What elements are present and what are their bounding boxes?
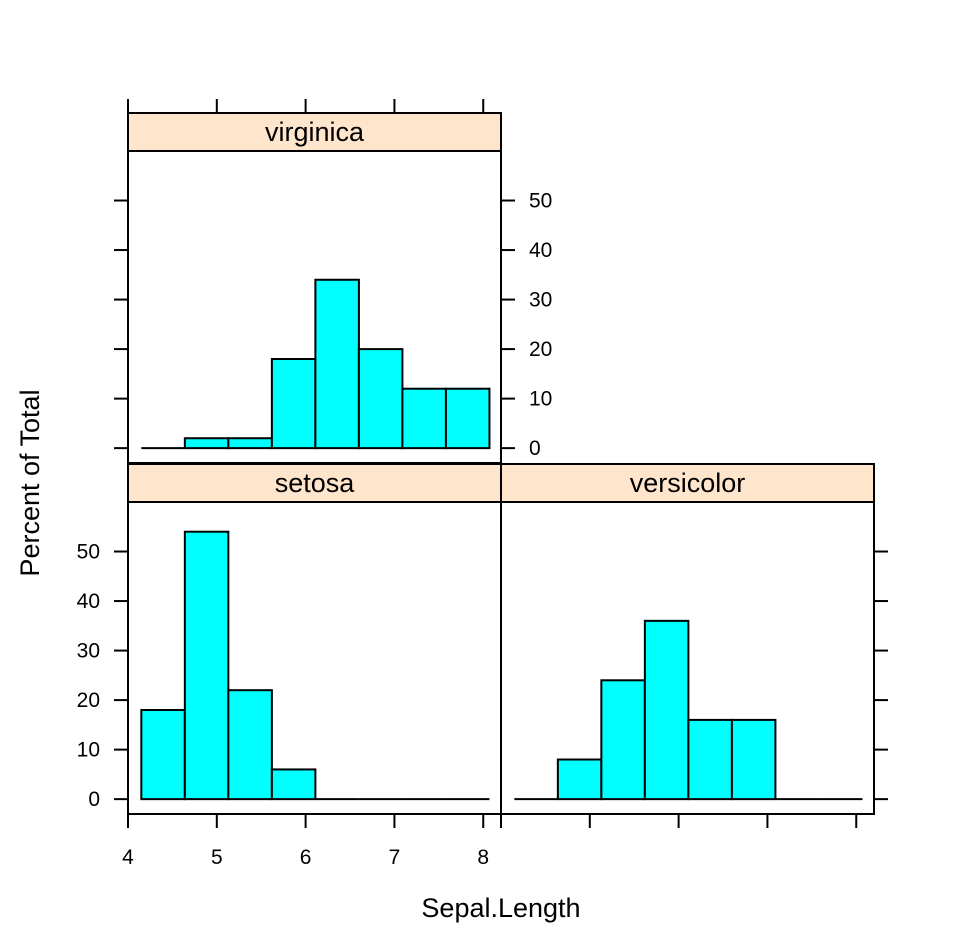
panel-virginica: virginica 0 10 20 30 40 50 [114,99,552,464]
y-tick-label: 0 [88,788,100,811]
x-tick-label: 6 [300,846,312,869]
bar [270,358,317,450]
strip-label-versicolor: versicolor [630,468,746,498]
bar [643,619,690,801]
y-tick-label: 20 [77,689,100,712]
y-axis-title: Percent of Total [15,389,45,576]
bar [183,437,230,450]
y-tick-label: 30 [529,289,552,312]
bar [140,709,186,801]
bar [357,348,404,450]
bar [183,530,230,801]
x-axis-title: Sepal.Length [421,893,580,923]
panel-frame-versicolor [500,501,875,815]
bar [227,689,273,801]
y-tick-label: 40 [77,590,100,613]
panels-layer: setosa 0 10 20 30 40 50 4 5 6 7 8 versicolor virginic… [77,99,888,869]
strip-label-setosa: setosa [275,468,356,498]
bar [556,758,603,801]
y-tick-label: 10 [529,388,552,411]
x-tick-label: 8 [477,846,489,869]
bar [730,718,777,801]
bar [401,387,447,450]
bar [270,768,317,801]
panel-setosa: setosa 0 10 20 30 40 50 4 5 6 7 8 [77,463,502,869]
y-tick-label: 0 [529,437,541,460]
y-tick-label: 10 [77,739,100,762]
bar [227,437,273,450]
bar [687,718,733,801]
x-tick-label: 5 [211,846,223,869]
bar [600,679,646,801]
panel-frame-virginica [127,150,502,464]
bar [444,387,491,450]
y-tick-label: 40 [529,239,552,262]
bar [314,278,360,450]
y-tick-label: 50 [77,541,100,564]
y-tick-label: 20 [529,338,552,361]
y-tick-label: 50 [529,190,552,213]
strip-setosa [127,463,502,503]
panel-versicolor: versicolor [500,463,888,828]
x-tick-label: 7 [389,846,401,869]
x-tick-label: 4 [122,846,134,869]
strip-label-virginica: virginica [265,117,365,147]
y-tick-label: 30 [77,640,100,663]
